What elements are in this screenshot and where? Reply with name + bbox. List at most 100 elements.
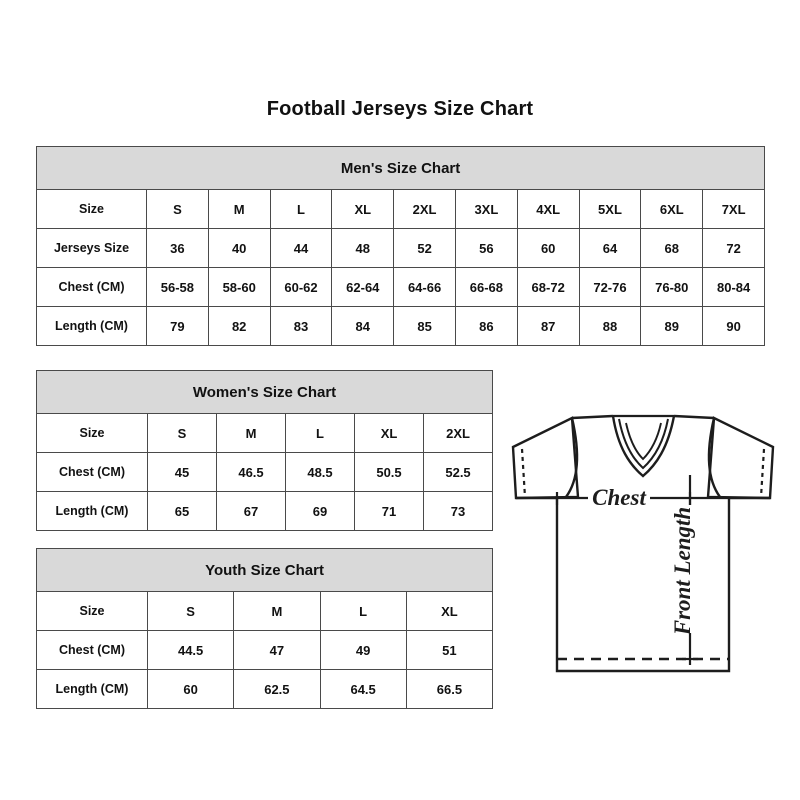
table-cell: 60-62	[269, 267, 333, 307]
table-cell: 71	[354, 491, 424, 531]
row-label-length: Length (CM)	[36, 491, 148, 531]
table-row: Length (CM) 60 62.5 64.5 66.5	[36, 669, 494, 709]
table-cell: 62.5	[233, 669, 321, 709]
table-row: Length (CM) 65 67 69 71 73	[36, 491, 494, 531]
table-cell: 60	[146, 669, 235, 709]
table-cell: 44.5	[146, 630, 235, 670]
table-cell: L	[285, 413, 355, 453]
left-armhole-seam	[565, 417, 579, 498]
front-length-measure-label: Front Length	[670, 507, 695, 636]
table-cell: L	[269, 189, 333, 229]
left-shoulder-line	[571, 414, 614, 420]
table-cell: 64.5	[319, 669, 407, 709]
row-label-jerseys-size: Jerseys Size	[36, 228, 147, 268]
table-cell: 68-72	[516, 267, 580, 307]
table-cell: 46.5	[216, 452, 286, 492]
table-cell: 47	[233, 630, 321, 670]
table-cell: 83	[269, 306, 333, 346]
table-cell: 69	[285, 491, 355, 531]
table-cell: 65	[147, 491, 217, 531]
vneck-collar-middle	[618, 418, 669, 470]
table-cell: 3XL	[454, 189, 518, 229]
table-cell: 50.5	[354, 452, 424, 492]
table-cell: 56	[454, 228, 518, 268]
mens-band-title: Men's Size Chart	[35, 146, 766, 190]
table-cell: 66-68	[454, 267, 518, 307]
table-cell: 66.5	[405, 669, 494, 709]
table-cell: XL	[354, 413, 424, 453]
right-cuff-stitch-dashes	[759, 448, 766, 498]
row-label-length: Length (CM)	[36, 306, 147, 346]
table-cell: 72	[702, 228, 766, 268]
table-cell: S	[146, 591, 235, 631]
table-cell: 87	[516, 306, 580, 346]
table-cell: 40	[207, 228, 271, 268]
table-cell: 49	[319, 630, 407, 670]
right-armhole-seam	[707, 417, 721, 498]
table-cell: 64-66	[393, 267, 456, 307]
table-cell: 52.5	[422, 452, 494, 492]
youth-band-title: Youth Size Chart	[35, 548, 494, 592]
table-cell: 79	[146, 306, 209, 346]
table-cell: 89	[640, 306, 704, 346]
table-cell: XL	[331, 189, 395, 229]
table-cell: 84	[331, 306, 395, 346]
table-cell: M	[216, 413, 286, 453]
row-label-size: Size	[36, 591, 148, 631]
table-cell: 48	[331, 228, 395, 268]
table-cell: 5XL	[578, 189, 642, 229]
table-cell: 45	[147, 452, 217, 492]
chest-measure-label: Chest	[592, 485, 646, 510]
table-cell: 68	[640, 228, 704, 268]
table-cell: 88	[578, 306, 642, 346]
table-band-row: Women's Size Chart	[35, 370, 494, 414]
left-cuff-stitch-dashes	[520, 448, 527, 498]
table-cell: M	[233, 591, 321, 631]
table-cell: 36	[146, 228, 209, 268]
table-row: Size S M L XL 2XL 3XL 4XL 5XL 6XL 7XL	[36, 189, 766, 229]
table-cell: XL	[405, 591, 494, 631]
jersey-diagram: Chest Front Length	[500, 393, 786, 689]
table-cell: 67	[216, 491, 286, 531]
row-label-chest: Chest (CM)	[36, 452, 148, 492]
right-shoulder-line	[673, 414, 715, 420]
table-cell: 52	[393, 228, 456, 268]
womens-band-title: Women's Size Chart	[35, 370, 494, 414]
table-cell: 60	[516, 228, 580, 268]
table-cell: 72-76	[578, 267, 642, 307]
table-cell: S	[146, 189, 209, 229]
table-row: Chest (CM) 45 46.5 48.5 50.5 52.5	[36, 452, 494, 492]
table-row: Jerseys Size 36 40 44 48 52 56 60 64 68 …	[36, 228, 766, 268]
table-cell: 86	[454, 306, 518, 346]
table-cell: 6XL	[640, 189, 704, 229]
table-cell: 56-58	[146, 267, 209, 307]
table-cell: 44	[269, 228, 333, 268]
table-cell: 48.5	[285, 452, 355, 492]
page-title: Football Jerseys Size Chart	[266, 98, 534, 120]
row-label-size: Size	[36, 189, 147, 229]
table-cell: 58-60	[207, 267, 271, 307]
table-cell: S	[147, 413, 217, 453]
table-row: Size S M L XL 2XL	[36, 413, 494, 453]
table-cell: 62-64	[331, 267, 395, 307]
row-label-length: Length (CM)	[36, 669, 148, 709]
table-row: Chest (CM) 56-58 58-60 60-62 62-64 64-66…	[36, 267, 766, 307]
table-cell: L	[319, 591, 407, 631]
youth-size-table: Youth Size Chart Size S M L XL Chest (CM…	[35, 548, 494, 709]
vneck-collar-inner	[625, 422, 662, 461]
table-row: Chest (CM) 44.5 47 49 51	[36, 630, 494, 670]
mens-size-table: Men's Size Chart Size S M L XL 2XL 3XL 4…	[35, 146, 766, 346]
table-cell: M	[207, 189, 271, 229]
table-cell: 90	[702, 306, 766, 346]
row-label-size: Size	[36, 413, 148, 453]
table-cell: 64	[578, 228, 642, 268]
table-cell: 80-84	[702, 267, 766, 307]
row-label-chest: Chest (CM)	[36, 267, 147, 307]
table-cell: 51	[405, 630, 494, 670]
table-cell: 4XL	[516, 189, 580, 229]
table-cell: 76-80	[640, 267, 704, 307]
vneck-collar-outer	[611, 415, 676, 478]
body-outline	[555, 498, 731, 673]
table-cell: 73	[422, 491, 494, 531]
